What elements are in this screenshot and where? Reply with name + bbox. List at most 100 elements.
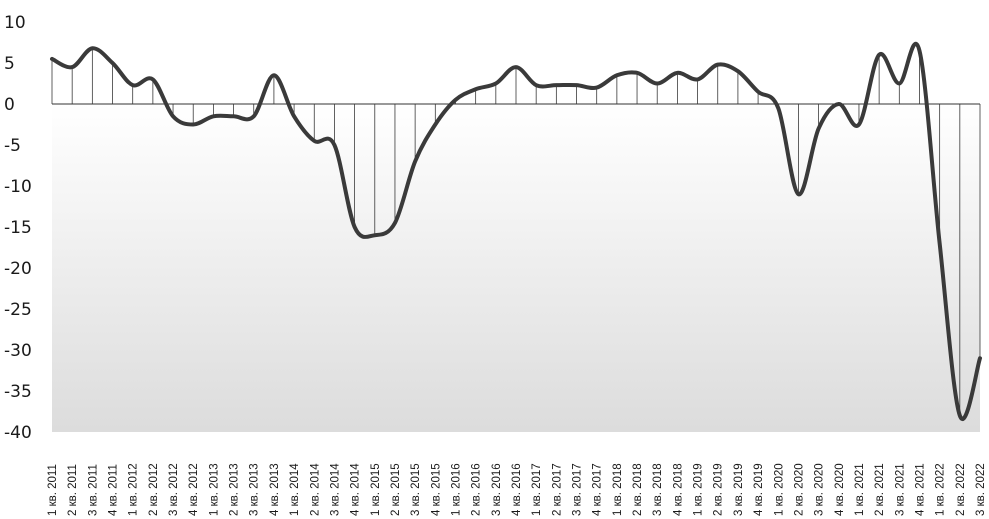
y-axis-tick-labels: 10 5 0 -5 -10 -15 -20 -25 -30 -35 -40 (4, 13, 32, 443)
y-tick-label: -25 (4, 300, 32, 320)
data-point (292, 114, 296, 118)
x-tick-label: 1 кв. 2022 (935, 463, 947, 516)
x-tick-label: 4 кв. 2016 (511, 463, 523, 516)
x-tick-label: 1 кв. 2016 (450, 463, 462, 516)
x-tick-label: 1 кв. 2020 (773, 463, 785, 516)
data-point (191, 123, 195, 127)
data-point (232, 114, 236, 118)
data-point (433, 123, 437, 127)
data-point (978, 356, 982, 360)
data-point (917, 49, 921, 53)
data-point (796, 192, 800, 196)
data-point (353, 225, 357, 229)
data-point (615, 73, 619, 77)
x-tick-label: 2 кв. 2020 (793, 463, 805, 516)
data-point (716, 63, 720, 67)
data-point (373, 233, 377, 237)
x-tick-label: 2 кв. 2015 (390, 463, 402, 516)
plot-background (52, 104, 980, 432)
data-point (272, 73, 276, 77)
x-tick-label: 4 кв. 2011 (108, 464, 120, 516)
data-point (756, 90, 760, 94)
x-tick-label: 1 кв. 2011 (47, 464, 59, 516)
x-tick-label: 4 кв. 2012 (188, 463, 200, 516)
x-tick-label: 1 кв. 2018 (612, 463, 624, 516)
data-point (514, 65, 518, 69)
data-point (332, 143, 336, 147)
x-tick-label: 4 кв. 2013 (269, 463, 281, 516)
x-tick-label: 1 кв. 2019 (693, 463, 705, 516)
x-tick-label: 1 кв. 2014 (289, 463, 301, 516)
x-tick-label: 2 кв. 2017 (551, 463, 563, 516)
data-point (70, 65, 74, 69)
x-tick-label: 3 кв. 2018 (652, 463, 664, 516)
data-point (554, 83, 558, 87)
x-tick-label: 3 кв. 2011 (87, 464, 99, 516)
x-tick-label: 1 кв. 2021 (854, 463, 866, 516)
x-tick-label: 3 кв. 2019 (733, 463, 745, 516)
data-point (111, 61, 115, 65)
y-tick-label: 10 (4, 13, 26, 33)
data-point (575, 83, 579, 87)
x-tick-label: 3 кв. 2013 (249, 463, 261, 516)
x-tick-label: 4 кв. 2014 (350, 463, 362, 516)
data-point (211, 114, 215, 118)
x-axis-tick-labels: 1 кв. 2011 2 кв. 2011 3 кв. 2011 4 кв. 2011… (47, 463, 987, 516)
data-point (776, 106, 780, 110)
data-point (151, 77, 155, 81)
data-point (90, 46, 94, 50)
data-point (534, 83, 538, 87)
y-tick-label: -30 (4, 341, 32, 361)
x-tick-label: 2 кв. 2022 (955, 463, 967, 516)
data-point (131, 83, 135, 87)
data-point (675, 71, 679, 75)
data-point (635, 71, 639, 75)
x-tick-label: 3 кв. 2015 (410, 463, 422, 516)
x-tick-label: 2 кв. 2016 (471, 463, 483, 516)
x-tick-label: 4 кв. 2019 (753, 463, 765, 516)
series-line (50, 41, 982, 421)
data-point (877, 53, 881, 57)
y-tick-label: -40 (4, 423, 32, 443)
data-point (897, 82, 901, 86)
data-point (595, 86, 599, 90)
data-point (393, 221, 397, 225)
data-point (857, 123, 861, 127)
y-tick-label: -35 (4, 382, 32, 402)
x-tick-label: 3 кв. 2021 (894, 463, 906, 516)
data-point (312, 139, 316, 143)
x-tick-label: 1 кв. 2013 (208, 463, 220, 516)
y-tick-label: -5 (4, 136, 21, 156)
data-point (413, 159, 417, 163)
x-tick-label: 3 кв. 2014 (329, 463, 341, 516)
data-point (958, 414, 962, 418)
x-tick-label: 2 кв. 2014 (309, 463, 321, 516)
data-point (938, 241, 942, 245)
y-tick-label: -10 (4, 177, 32, 197)
x-tick-label: 4 кв. 2017 (592, 463, 604, 516)
x-tick-label: 2 кв. 2012 (148, 463, 160, 516)
x-tick-label: 3 кв. 2017 (572, 463, 584, 516)
x-tick-label: 1 кв. 2012 (128, 463, 140, 516)
y-tick-label: 5 (4, 54, 15, 74)
data-point (50, 57, 54, 61)
x-tick-label: 4 кв. 2018 (672, 463, 684, 516)
data-point (252, 114, 256, 118)
x-tick-label: 2 кв. 2013 (229, 463, 241, 516)
x-tick-label: 1 кв. 2017 (531, 463, 543, 516)
y-tick-label: -20 (4, 259, 32, 279)
x-tick-label: 2 кв. 2018 (632, 463, 644, 516)
x-tick-label: 3 кв. 2022 (975, 463, 987, 516)
x-tick-label: 3 кв. 2012 (168, 463, 180, 516)
y-tick-label: -15 (4, 218, 32, 238)
x-tick-label: 2 кв. 2011 (67, 464, 79, 516)
data-point (453, 98, 457, 102)
data-point (494, 82, 498, 86)
data-point (655, 82, 659, 86)
data-point (696, 77, 700, 81)
data-point (837, 102, 841, 106)
data-point (736, 69, 740, 73)
x-tick-label: 3 кв. 2020 (814, 463, 826, 516)
x-tick-label: 1 кв. 2015 (370, 463, 382, 516)
